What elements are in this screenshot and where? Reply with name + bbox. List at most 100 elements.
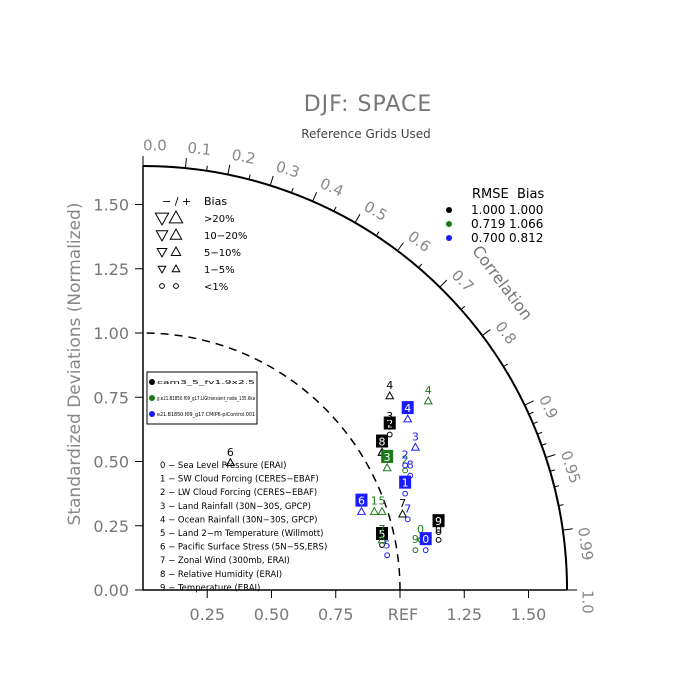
data-point-marker bbox=[435, 529, 442, 536]
outer-arc bbox=[142, 164, 569, 591]
case-legend-name: e21.B1850.f09_g17.CMIP6-piControl.001 bbox=[157, 412, 255, 418]
bias-legend-plus-marker bbox=[169, 227, 183, 240]
data-point-label: 9 bbox=[435, 515, 442, 528]
data-point-label-box bbox=[432, 514, 445, 528]
chart-title: DJF: SPACE bbox=[304, 92, 433, 117]
bias-legend-plus-marker bbox=[170, 245, 182, 256]
correlation-minor-tick bbox=[206, 165, 208, 171]
data-point-marker bbox=[385, 390, 395, 400]
rmse-legend-header: RMSE bbox=[472, 187, 509, 202]
data-point-label-box bbox=[383, 416, 396, 430]
variable-legend: 0 − Sea Level Pressure (ERAI) 1 − SW Clou… bbox=[160, 461, 327, 593]
bias-legend-range: <1% bbox=[204, 282, 228, 293]
data-point-marker bbox=[386, 431, 393, 438]
rmse-legend-bias-header: Bias bbox=[517, 187, 544, 202]
data-point-label: 1 bbox=[402, 477, 409, 490]
variable-legend-item: 7 − Zonal Wind (300mb, ERAI) bbox=[160, 556, 290, 566]
y-axis-label: Standardized Deviations (Normalized) bbox=[65, 203, 85, 526]
rmse-legend-rmse-value: 1.000 bbox=[471, 203, 505, 217]
correlation-tick-label: 0.5 bbox=[361, 197, 391, 225]
correlation-minor-tick bbox=[554, 485, 560, 488]
correlation-minor-tick bbox=[549, 469, 556, 472]
data-point-label-box bbox=[376, 527, 389, 541]
correlation-tick-label: 0.6 bbox=[404, 227, 434, 256]
data-point-marker bbox=[402, 490, 409, 497]
bias-legend: − / + Bias >20% 10−20% 5−10% 1−5% <1% bbox=[154, 195, 247, 293]
correlation-tick-label: 0.9 bbox=[535, 392, 562, 421]
case-legend-name: g.e21.B1850.f09_g17.LIGtransient_node_13… bbox=[157, 396, 255, 402]
data-points-group: 012345678901234579012345678 bbox=[225, 379, 445, 559]
data-point-label-box bbox=[376, 434, 389, 448]
data-point-marker bbox=[412, 547, 419, 554]
correlation-tick-label: 0.99 bbox=[574, 526, 597, 562]
data-point-label: 3 bbox=[384, 451, 391, 464]
y-tick-label: 1.50 bbox=[93, 196, 129, 215]
correlation-tick bbox=[269, 175, 274, 186]
correlation-minor-tick bbox=[503, 363, 508, 368]
bias-legend-minus-marker bbox=[155, 230, 169, 243]
data-point-marker bbox=[397, 509, 408, 518]
data-point-label: 1 bbox=[371, 495, 378, 508]
data-point-marker bbox=[369, 506, 379, 515]
correlation-tick bbox=[354, 213, 361, 224]
variable-legend-item: 9 − Temperature (ERAI) bbox=[160, 583, 260, 593]
y-tick-label: 0.50 bbox=[93, 453, 129, 472]
variable-legend-item: 1 − SW Cloud Forcing (CERES−EBAF) bbox=[160, 475, 319, 485]
rmse-legend-bias-value: 1.066 bbox=[509, 217, 543, 231]
bias-legend-minus-marker bbox=[159, 283, 165, 289]
rmse-legend-rmse-value: 0.700 bbox=[471, 231, 505, 245]
correlation-minor-tick bbox=[460, 305, 466, 310]
correlation-minor-tick bbox=[528, 411, 534, 415]
correlation-tick-label: 0.4 bbox=[317, 174, 346, 200]
bias-legend-range: >20% bbox=[204, 214, 235, 225]
variable-legend-item: 2 − LW Cloud Forcing (CERES−EBAF) bbox=[160, 488, 317, 498]
data-point-marker bbox=[403, 414, 413, 423]
y-tick-label: 1.00 bbox=[93, 324, 129, 343]
data-point-label-box bbox=[355, 493, 368, 507]
data-point-marker bbox=[407, 472, 414, 479]
correlation-tick-label: 0.8 bbox=[491, 318, 520, 348]
variable-legend-item: 3 − Land Rainfall (30N−30S, GPCP) bbox=[160, 502, 311, 512]
bias-legend-plus-marker bbox=[173, 283, 179, 289]
bias-legend-minus-marker bbox=[157, 265, 167, 275]
case-legend: cam3_5_fv1.9x2.5 g.e21.B1850.f09_g17.LIGt… bbox=[146, 371, 258, 425]
correlation-tick bbox=[545, 453, 556, 459]
bias-legend-range: 10−20% bbox=[204, 231, 247, 242]
variable-legend-item: 6 − Pacific Surface Stress (5N−5S,ERS) bbox=[160, 543, 327, 553]
bias-legend-plus-marker bbox=[168, 209, 184, 224]
x-tick-label: 0.75 bbox=[318, 605, 354, 624]
data-point-label: 8 bbox=[379, 436, 386, 449]
y-tick-label: 0.00 bbox=[93, 581, 129, 600]
data-point-label-box bbox=[419, 532, 432, 546]
data-point-marker bbox=[422, 547, 429, 554]
correlation-tick bbox=[562, 528, 573, 531]
bias-legend-range: 1−5% bbox=[204, 265, 235, 276]
correlation-tick bbox=[481, 329, 491, 336]
ref-label: REF bbox=[388, 605, 418, 624]
data-point-marker bbox=[404, 516, 411, 523]
axes-group: 0.000.250.500.751.001.251.500.25 0.50 0.75… bbox=[93, 165, 568, 624]
arcs-group bbox=[142, 164, 569, 591]
variable-legend-item: 0 − Sea Level Pressure (ERAI) bbox=[160, 461, 287, 471]
correlation-tick bbox=[524, 400, 534, 406]
correlation-minor-tick bbox=[418, 263, 423, 269]
data-point-label: 7 bbox=[404, 502, 411, 515]
data-point-label: 9 bbox=[412, 533, 419, 546]
data-point-label: 5 bbox=[379, 528, 386, 541]
correlation-tick-label: 0.3 bbox=[274, 157, 302, 181]
correlation-tick bbox=[439, 279, 448, 288]
data-point-label: 3 bbox=[386, 410, 393, 423]
x-tick-label: 1.25 bbox=[446, 605, 482, 624]
data-point-label: 4 bbox=[425, 384, 432, 397]
correlation-minor-tick bbox=[248, 174, 251, 180]
rmse-legend-rmse-value: 0.719 bbox=[471, 217, 505, 231]
data-point-label: 4 bbox=[404, 402, 411, 415]
correlation-tick-label: 0.2 bbox=[230, 146, 257, 168]
data-point-marker bbox=[402, 462, 409, 469]
reference-arc bbox=[142, 332, 401, 591]
variable-legend-item: 4 − Ocean Rainfall (30N−30S, GPCP) bbox=[160, 515, 317, 525]
correlation-tick bbox=[184, 158, 187, 169]
correlation-minor-tick bbox=[290, 187, 294, 193]
data-point-label: 5 bbox=[384, 538, 391, 551]
